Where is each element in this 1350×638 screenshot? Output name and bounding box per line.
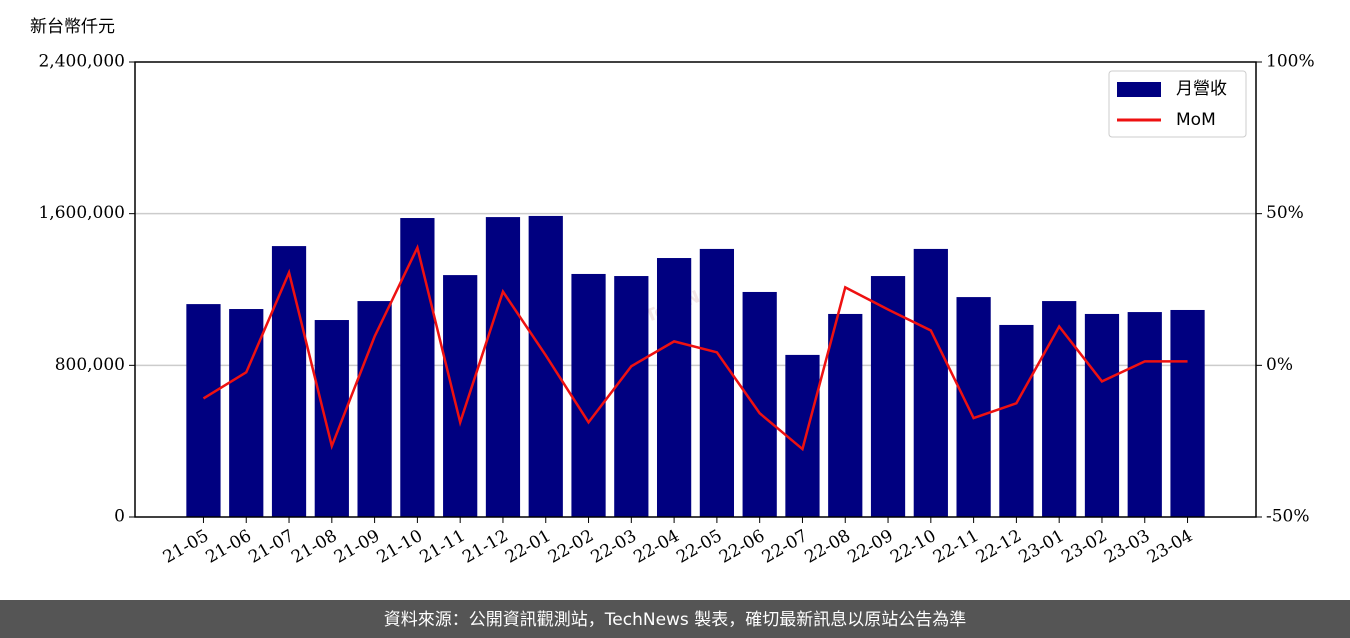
bar [1127, 312, 1162, 517]
x-tick-label: 21-12 [459, 526, 511, 568]
y-tick-label: 800,000 [55, 355, 125, 375]
x-tick-label: 22-06 [716, 526, 768, 568]
x-tick-label: 21-07 [245, 526, 297, 568]
y-tick-label: 2,400,000 [38, 52, 125, 72]
x-tick-label: 22-05 [673, 526, 725, 568]
x-tick-label: 23-04 [1144, 526, 1196, 568]
x-tick-label: 22-07 [759, 526, 811, 568]
footer-text: 資料來源：公開資訊觀測站，TechNews 製表，確切最新訊息以原站公告為準 [384, 610, 966, 630]
bar [699, 248, 735, 517]
x-tick-label: 22-01 [502, 526, 554, 568]
y-tick-label: 1,600,000 [38, 203, 125, 223]
x-tick-label: 22-11 [930, 526, 982, 568]
y2-tick-label: 100% [1266, 52, 1315, 72]
bar [656, 258, 692, 517]
x-tick-label: 22-10 [887, 526, 939, 568]
mom-line [202, 243, 1188, 452]
bar [999, 324, 1034, 517]
x-tick-label: 21-09 [331, 526, 383, 568]
plot-frame [134, 61, 1257, 518]
bar [828, 313, 863, 517]
y2-tick-label: 0% [1266, 355, 1293, 375]
x-tick-label: 21-06 [203, 526, 255, 568]
bar [614, 276, 649, 517]
x-tick-label: 22-04 [630, 526, 682, 568]
bar [443, 275, 478, 517]
x-tick-label: 22-03 [588, 526, 640, 568]
bar [1170, 309, 1205, 517]
bar [229, 309, 264, 517]
bar [870, 276, 906, 517]
bar [571, 273, 606, 517]
legend-label: 月營收 [1176, 79, 1227, 99]
y-axis-unit: 新台幣仟元 [30, 17, 115, 37]
bar [1042, 301, 1077, 517]
x-tick-label: 21-11 [416, 526, 468, 568]
bar [913, 248, 948, 517]
bar [528, 215, 563, 518]
bar [1084, 313, 1120, 517]
x-tick-label: 21-08 [288, 526, 340, 568]
legend-label: MoM [1176, 110, 1216, 130]
y2-tick-label: -50% [1266, 507, 1310, 527]
bar [956, 297, 991, 517]
y-tick-label: 0 [114, 507, 125, 527]
x-tick-label: 21-05 [160, 526, 212, 568]
x-tick-label: 23-02 [1058, 526, 1110, 568]
bar [742, 291, 777, 517]
legend-swatch [1117, 82, 1161, 97]
legend: 月營收 MoM [1108, 70, 1247, 138]
bar [271, 246, 307, 517]
bar [400, 218, 435, 517]
bar [357, 301, 392, 517]
x-tick-label: 22-08 [802, 526, 854, 568]
x-tick-label: 23-01 [1015, 526, 1067, 568]
x-tick-label: 22-12 [973, 526, 1025, 568]
footer-bar [0, 600, 1350, 638]
x-tick-label: 22-02 [545, 526, 597, 568]
bar [785, 354, 820, 517]
bar [186, 304, 221, 517]
x-tick-label: 22-09 [844, 526, 896, 568]
bar [485, 217, 521, 517]
x-tick-label: 23-03 [1101, 526, 1153, 568]
y2-tick-label: 50% [1266, 203, 1304, 223]
x-tick-label: 21-10 [374, 526, 426, 568]
